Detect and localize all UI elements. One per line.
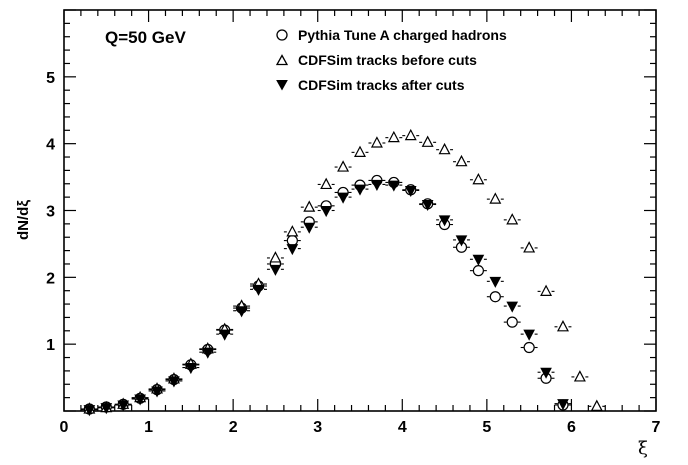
- legend-label-pythia: Pythia Tune A charged hadrons: [298, 27, 507, 43]
- data-point-triangle-down: [557, 399, 569, 411]
- data-point-circle: [506, 316, 518, 328]
- data-point-circle: [472, 265, 484, 277]
- legend-marker-triangle-up: [275, 54, 289, 66]
- data-point-circle: [523, 341, 535, 354]
- data-point-triangle-down: [523, 329, 535, 341]
- data-point-triangle-down: [201, 347, 214, 359]
- data-point-triangle-down: [100, 403, 113, 415]
- data-point-triangle-up: [354, 145, 366, 157]
- data-point-triangle-down: [320, 206, 332, 218]
- data-point-triangle-down: [455, 235, 468, 247]
- data-point-triangle-up: [506, 213, 519, 225]
- data-point-triangle-up: [404, 128, 417, 141]
- data-point-triangle-down: [83, 405, 96, 417]
- ticks-layer: 0 1 2 3 4 5 6 7 1 2 3 4 5: [46, 9, 661, 436]
- legend-label-after-cuts: CDFSim tracks after cuts: [298, 77, 465, 93]
- data-point-circle: [489, 291, 501, 303]
- x-tick-label: 5: [482, 419, 491, 436]
- data-point-triangle-down: [218, 329, 231, 341]
- chart-annotation: Q=50 GeV: [105, 28, 186, 47]
- x-tick-label: 3: [313, 419, 322, 436]
- data-point-triangle-down: [438, 215, 451, 227]
- data-point-triangle-down: [269, 264, 282, 276]
- data-point-triangle-down: [472, 254, 485, 266]
- y-tick-label: 3: [46, 204, 55, 221]
- data-point-triangle-up: [320, 177, 333, 190]
- data-point-triangle-down: [337, 192, 349, 204]
- data-point-triangle-up: [303, 200, 316, 212]
- data-point-triangle-up: [370, 136, 383, 148]
- x-axis-title: ξ: [638, 438, 648, 459]
- x-tick-label: 0: [60, 419, 69, 436]
- data-point-triangle-down: [421, 199, 434, 212]
- legend-marker-circle: [276, 29, 288, 41]
- data-point-triangle-down: [286, 244, 299, 256]
- x-tick-label: 7: [652, 419, 661, 436]
- data-point-triangle-down: [506, 301, 519, 313]
- data-point-triangle-up: [269, 251, 282, 263]
- data-point-triangle-up: [337, 160, 350, 172]
- series-1: [80, 128, 606, 414]
- legend: Pythia Tune A charged hadrons CDFSim tra…: [275, 27, 507, 93]
- y-tick-label: 4: [46, 137, 55, 154]
- data-point-triangle-down: [134, 394, 146, 406]
- data-point-triangle-down: [388, 180, 400, 192]
- data-point-triangle-up: [556, 320, 569, 332]
- data-point-triangle-down: [354, 184, 366, 196]
- data-point-triangle-down: [151, 386, 163, 398]
- y-tick-label: 1: [46, 337, 55, 354]
- data-point-triangle-up: [540, 284, 553, 296]
- legend-marker-triangle-down: [276, 80, 288, 91]
- y-tick-label: 5: [46, 70, 55, 87]
- data-point-triangle-down: [235, 306, 248, 318]
- data-point-triangle-down: [117, 400, 130, 412]
- x-tick-label: 2: [229, 419, 238, 436]
- data-point-triangle-up: [286, 225, 299, 237]
- data-point-triangle-up: [590, 399, 603, 411]
- data-point-triangle-down: [185, 363, 197, 375]
- plot-frame: [63, 9, 657, 412]
- data-point-triangle-down: [489, 276, 502, 288]
- data-point-triangle-up: [387, 130, 400, 143]
- data-point-triangle-up: [455, 154, 468, 167]
- legend-label-before-cuts: CDFSim tracks before cuts: [298, 52, 477, 68]
- data-point-triangle-down: [540, 367, 552, 379]
- x-tick-label: 1: [144, 419, 153, 436]
- data-point-triangle-down: [252, 284, 265, 296]
- x-tick-label: 6: [567, 419, 576, 436]
- data-point-circle: [286, 234, 298, 247]
- data-point-triangle-up: [421, 135, 434, 147]
- data-point-triangle-up: [438, 142, 451, 155]
- y-tick-label: 2: [46, 270, 55, 287]
- data-layer: [80, 128, 606, 417]
- data-point-triangle-up: [472, 172, 485, 185]
- data-point-triangle-down: [303, 222, 316, 234]
- data-point-triangle-down: [371, 179, 383, 192]
- data-point-triangle-down: [404, 185, 417, 198]
- data-point-triangle-up: [573, 370, 586, 382]
- y-axis-title: dN/dξ: [15, 200, 32, 240]
- data-point-triangle-down: [168, 376, 180, 388]
- x-tick-label: 4: [398, 419, 407, 436]
- series-2: [80, 179, 572, 417]
- data-point-triangle-up: [489, 192, 502, 204]
- data-point-triangle-up: [523, 241, 536, 253]
